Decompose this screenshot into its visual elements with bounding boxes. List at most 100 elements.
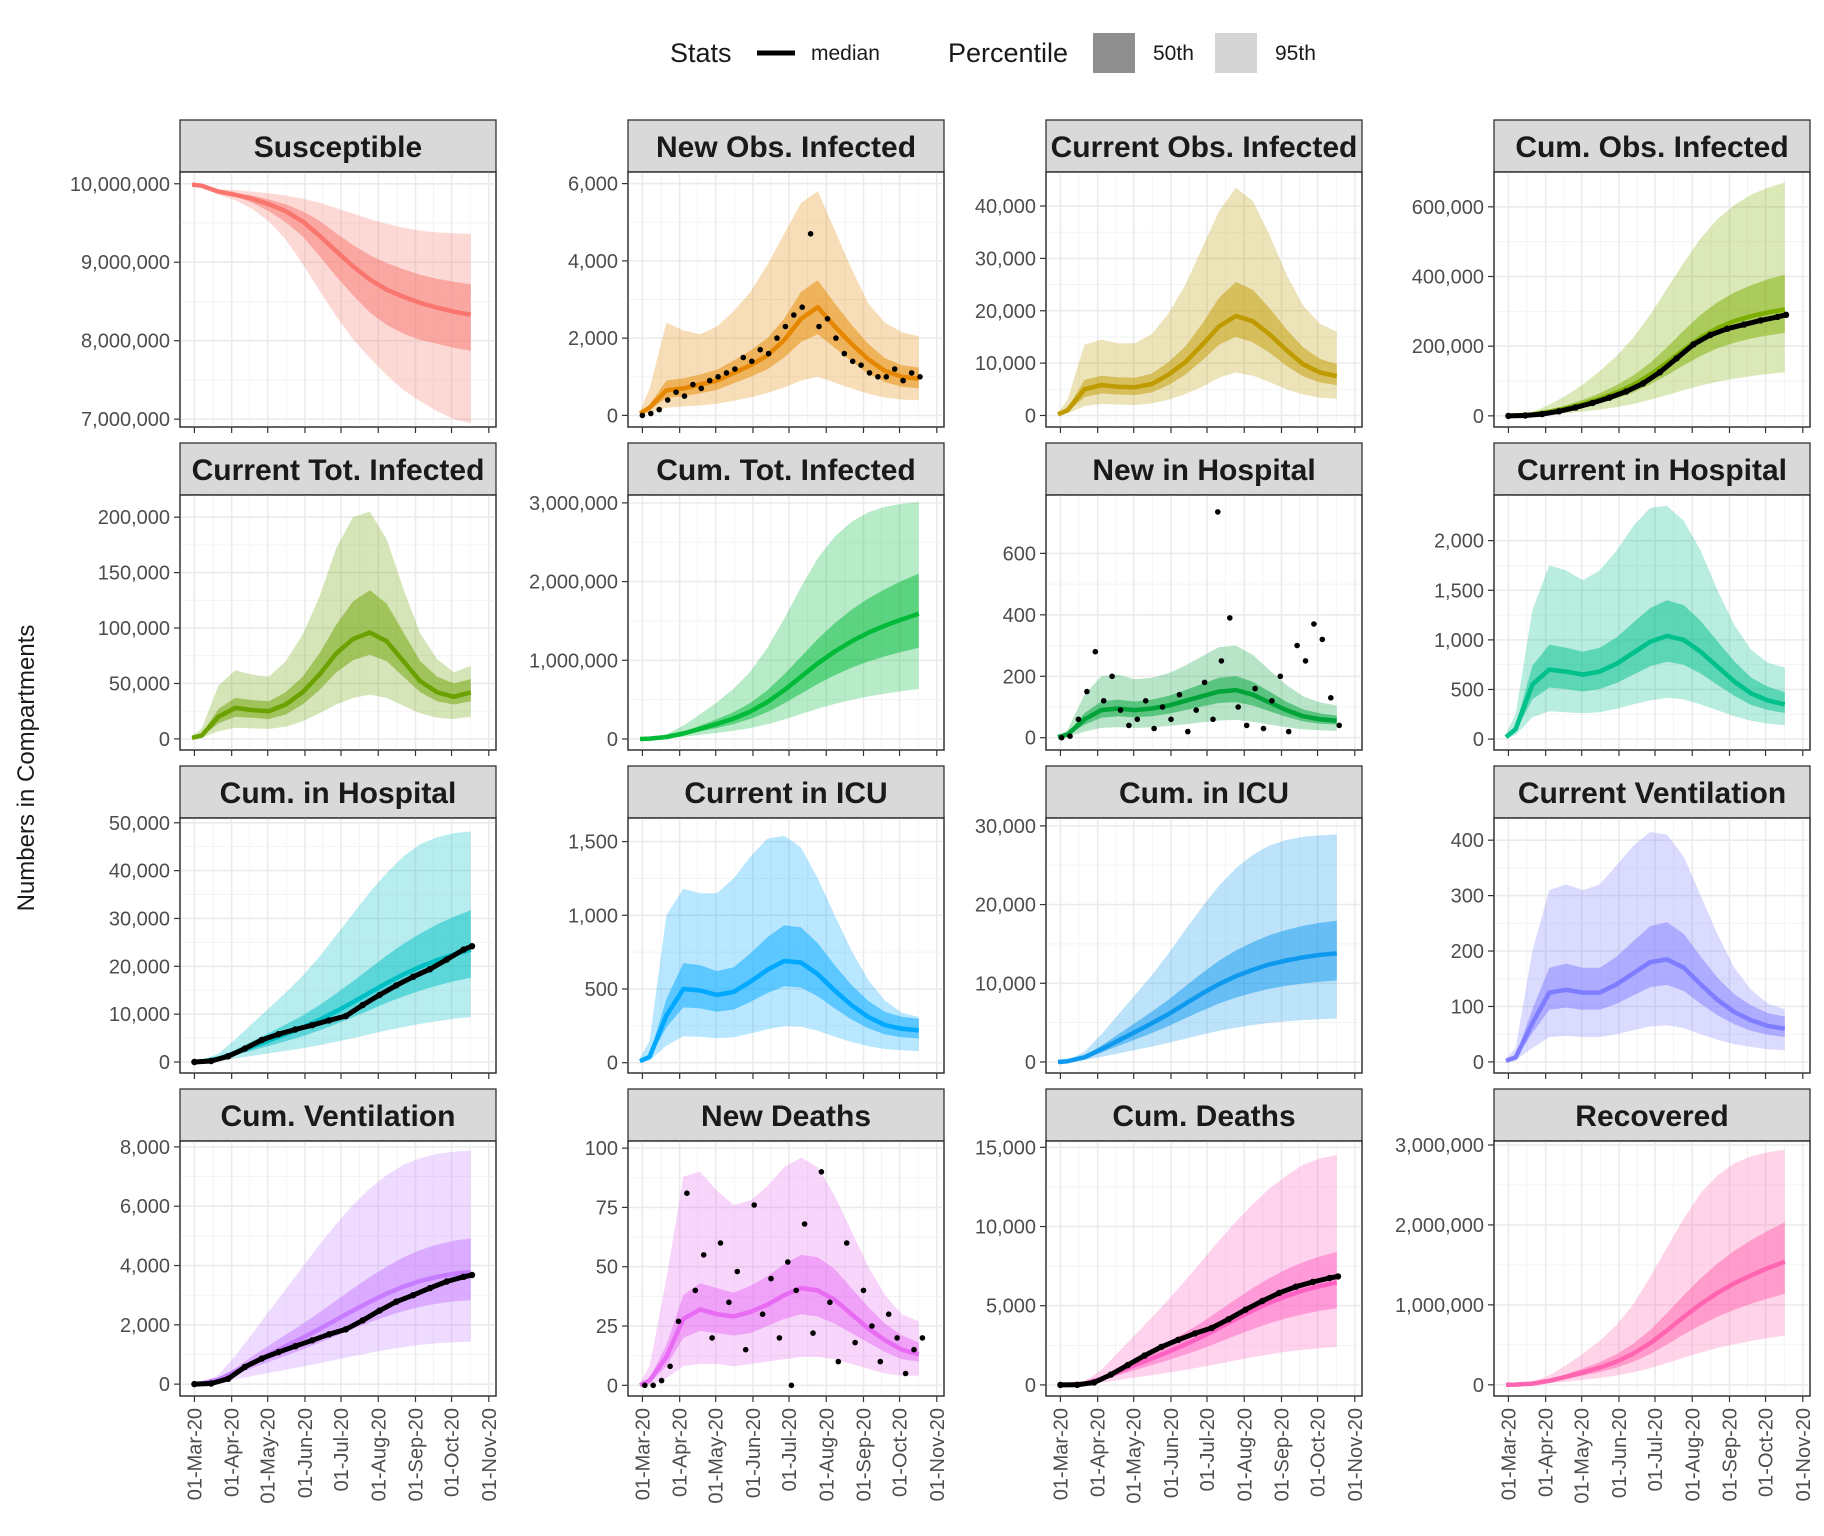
observed-point (1707, 331, 1714, 339)
y-tick-label: 2,000 (568, 328, 618, 350)
panel-cum-ventilation: Cum. Ventilation 0 2,000 4,000 6,000 8,000 01-… (120, 1088, 501, 1504)
x-tick-label: 01-Sep-20 (1719, 1408, 1741, 1501)
observed-point (776, 1335, 783, 1341)
strip-new-in-hospital (1045, 442, 1363, 496)
observed-point (359, 1001, 366, 1009)
observed-point (658, 1377, 665, 1384)
observed-point (1134, 716, 1141, 723)
y-tick-label: 20,000 (975, 895, 1036, 917)
observed-point (681, 393, 688, 399)
observed-point (1505, 412, 1512, 420)
panel-title: Current Obs. Infected (1051, 131, 1358, 164)
y-tick-label: 10,000 (975, 973, 1036, 995)
strip-cum-tot-infected (627, 442, 945, 496)
observed-point (816, 323, 822, 330)
observed-point (1319, 636, 1326, 643)
observed-point (224, 1375, 232, 1383)
x-tick-label: 01-May-20 (258, 1408, 280, 1504)
y-tick-label: 9,000,000 (81, 252, 170, 274)
band-95th (1506, 1149, 1785, 1385)
y-tick-label: 1,000,000 (1395, 1295, 1484, 1317)
observed-point (869, 1323, 875, 1329)
x-tick-label: 01-Mar-20 (184, 1408, 206, 1500)
observed-point (684, 1190, 690, 1196)
observed-point (742, 1346, 749, 1353)
strip-cum-in-icu (1045, 765, 1363, 819)
band-50th (192, 590, 471, 739)
observed-point (1242, 1306, 1249, 1313)
observed-point (1522, 412, 1529, 419)
observed-point (759, 1311, 766, 1317)
observed-point (460, 946, 467, 953)
observed-point (877, 1358, 884, 1365)
gridlines (628, 495, 944, 750)
y-tick-label: 1,000 (1434, 630, 1484, 652)
y-tick-label: 10,000 (975, 353, 1036, 375)
median-line (1057, 951, 1337, 1065)
x-tick-label: 01-Apr-20 (1536, 1408, 1558, 1497)
observed-point (860, 1287, 867, 1294)
observed-point (1075, 716, 1082, 723)
observed-point (1210, 716, 1216, 723)
x-tick-label: 01-Mar-20 (1498, 1408, 1520, 1500)
panel-title: Cum. in Hospital (220, 777, 457, 810)
y-tick-label: 3,000,000 (529, 493, 618, 515)
y-tick-label: 0 (1473, 1375, 1484, 1397)
panel-current-tot-infected: Current Tot. Infected 0 50,000 100,000 150,0… (98, 442, 497, 756)
observed-point (841, 350, 848, 357)
observed-point (900, 377, 906, 384)
panel-title: Cum. Deaths (1112, 1100, 1295, 1133)
y-tick-label: 600,000 (1412, 197, 1484, 219)
observed-point (715, 374, 721, 380)
panel-title: Cum. Ventilation (220, 1100, 455, 1133)
y-tick-label: 0 (607, 1375, 618, 1397)
x-axis (1059, 427, 1356, 433)
strip-new-obs-infected (627, 119, 945, 173)
observed-point (673, 389, 679, 396)
observed-point (749, 358, 755, 365)
y-tick-label: 0 (1025, 405, 1036, 427)
observed-point (1235, 704, 1241, 710)
x-axis (1059, 1073, 1356, 1079)
band-95th (192, 511, 471, 739)
strip-cum-ventilation (179, 1088, 497, 1142)
band-50th (192, 1238, 471, 1385)
observed-point (1215, 509, 1221, 515)
observed-point (224, 1053, 232, 1060)
x-axis: 01-Mar-20 01-Apr-20 01-May-20 01-Jun-20 01-J… (1050, 1396, 1367, 1504)
y-tick-label: 6,000 (120, 1196, 170, 1218)
panel-cum-in-icu: Cum. in ICU 0 10,000 20,000 30,000 (975, 765, 1363, 1079)
observed-point (1782, 311, 1790, 318)
x-tick-label: 01-Oct-20 (1756, 1408, 1778, 1497)
panel-title: New Obs. Infected (656, 131, 916, 164)
panel-cum-tot-infected: Cum. Tot. Infected 0 1,000,000 2,000,000 3,0… (529, 442, 945, 756)
legend-50th-label: 50th (1153, 42, 1194, 65)
y-tick-label: 150,000 (98, 563, 170, 585)
y-tick-label: 500 (1451, 679, 1484, 701)
observed-point (1227, 615, 1233, 621)
observed-point (810, 1330, 816, 1336)
median-line (1057, 313, 1338, 417)
y-tick-label: 300 (1451, 886, 1484, 908)
x-tick-label: 01-Jun-20 (1609, 1408, 1631, 1498)
y-tick-label: 75 (596, 1197, 618, 1219)
observed-point (911, 1346, 917, 1353)
observed-point (866, 370, 873, 376)
x-tick-label: 01-Jun-20 (1161, 1408, 1183, 1498)
observed-point (734, 1268, 741, 1275)
observed-point (664, 397, 671, 403)
x-tick-label: 01-May-20 (1124, 1408, 1146, 1504)
observed-point (788, 1382, 795, 1389)
observed-point (1555, 408, 1563, 415)
y-tick-label: 30,000 (975, 816, 1036, 838)
observed-point (706, 377, 713, 384)
band-50th (640, 925, 919, 1062)
observed-point (824, 316, 831, 322)
observed-point (1142, 698, 1149, 704)
legend-median-label: median (811, 42, 880, 65)
panel-title: New in Hospital (1092, 454, 1315, 487)
observed-point (1243, 722, 1250, 729)
y-tick-label: 15,000 (975, 1137, 1036, 1159)
panel-new-obs-infected: New Obs. Infected 0 2,000 4,000 6,000 (568, 119, 945, 433)
observed-point (1275, 1289, 1283, 1297)
